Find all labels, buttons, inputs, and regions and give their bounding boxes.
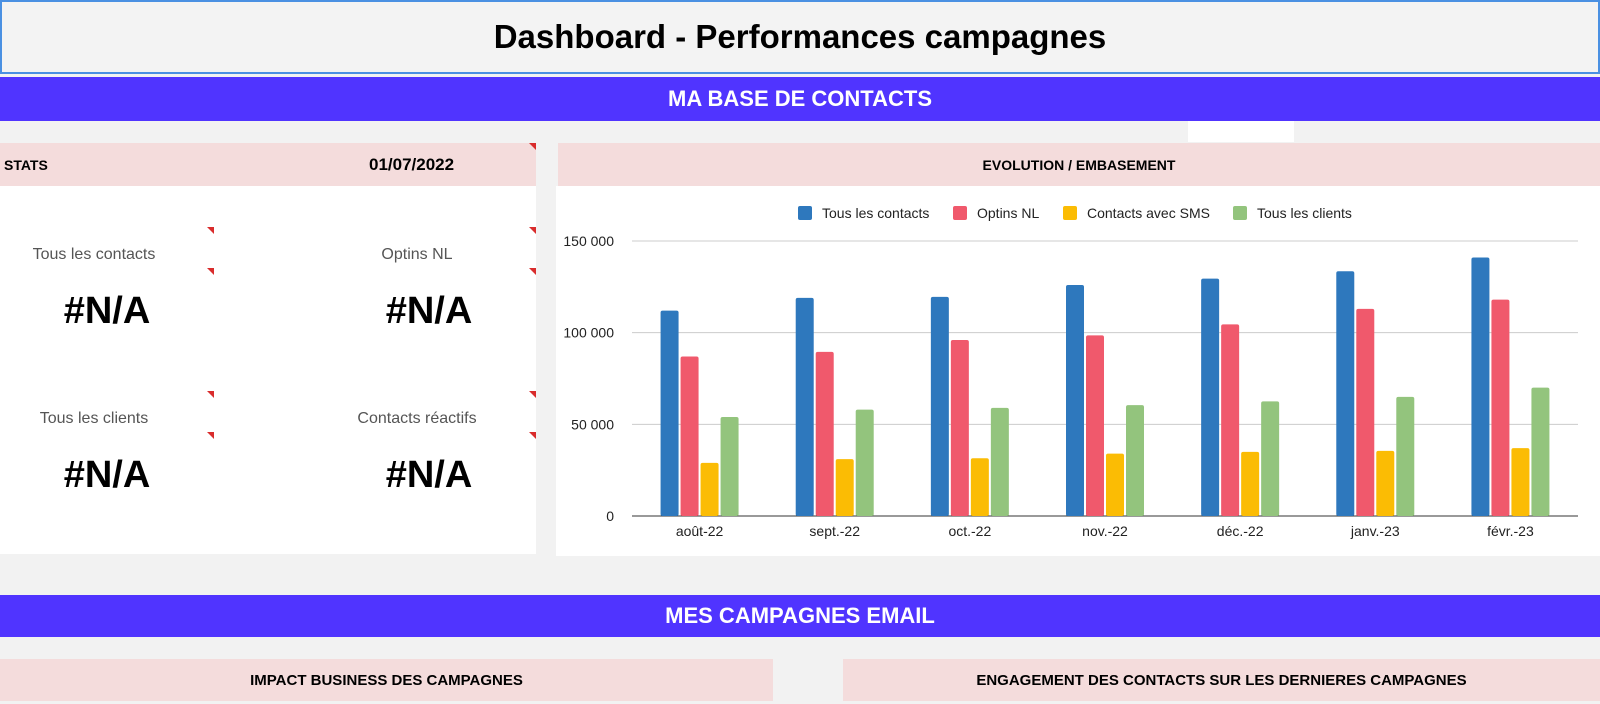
x-tick-label: janv.-23: [1350, 523, 1400, 539]
impact-header: IMPACT BUSINESS DES CAMPAGNES: [0, 659, 773, 701]
bar: [1126, 405, 1144, 516]
note-marker-icon[interactable]: [529, 268, 536, 275]
bar: [660, 310, 679, 516]
bar: [1376, 450, 1395, 516]
note-marker-icon[interactable]: [529, 143, 536, 150]
engagement-header: ENGAGEMENT DES CONTACTS SUR LES DERNIERE…: [843, 659, 1600, 701]
bar: [720, 417, 739, 516]
legend-swatch: [1063, 206, 1077, 220]
kpi-label-optins: Optins NL: [381, 246, 453, 263]
note-marker-icon[interactable]: [529, 432, 536, 439]
kpi-label-reactive: Contacts réactifs: [357, 410, 477, 427]
bar: [1511, 448, 1530, 516]
note-marker-icon[interactable]: [529, 227, 536, 234]
bar: [1221, 324, 1240, 516]
x-tick-label: déc.-22: [1217, 523, 1264, 539]
kpi-label-clients: Tous les clients: [39, 410, 149, 427]
x-tick-label: oct.-22: [948, 523, 991, 539]
bar: [680, 356, 699, 516]
kpi-value-optins[interactable]: #N/A: [385, 290, 473, 332]
bar: [970, 458, 989, 516]
note-marker-icon[interactable]: [207, 227, 214, 234]
bar: [1241, 451, 1260, 516]
legend-swatch: [1233, 206, 1247, 220]
bar: [1106, 453, 1124, 516]
kpi-label-contacts: Tous les contacts: [32, 246, 156, 263]
bar: [950, 340, 969, 516]
legend-label: Contacts avec SMS: [1087, 205, 1210, 221]
x-tick-label: févr.-23: [1487, 523, 1534, 539]
bar: [1531, 387, 1550, 516]
x-tick-label: nov.-22: [1082, 523, 1128, 539]
kpi-value-reactive[interactable]: #N/A: [385, 454, 473, 496]
legend-swatch: [953, 206, 967, 220]
bar: [1491, 299, 1510, 516]
bar: [1066, 285, 1084, 516]
x-tick-label: sept.-22: [809, 523, 860, 539]
y-tick-label: 0: [606, 508, 614, 524]
section-campaigns-band: MES CAMPAGNES EMAIL: [0, 595, 1600, 637]
note-marker-icon[interactable]: [529, 391, 536, 398]
bar: [1201, 278, 1220, 516]
dashboard-title-bar: Dashboard - Performances campagnes: [0, 0, 1600, 74]
legend-label: Tous les contacts: [822, 205, 929, 221]
bar: [930, 296, 949, 516]
bar: [1396, 396, 1415, 516]
stats-panel: Tous les contacts #N/A Optins NL #N/A To…: [0, 186, 536, 554]
bar: [1471, 257, 1490, 516]
kpi-value-clients[interactable]: #N/A: [63, 454, 151, 496]
stats-header[interactable]: STATS 01/07/2022: [0, 143, 536, 186]
legend-label: Optins NL: [977, 205, 1039, 221]
stats-label: STATS: [4, 156, 48, 173]
evolution-header: EVOLUTION / EMBASEMENT: [558, 143, 1600, 186]
bar: [815, 351, 834, 516]
legend-label: Tous les clients: [1257, 205, 1352, 221]
bar: [700, 462, 719, 516]
bar: [1336, 271, 1355, 516]
bar: [855, 409, 874, 516]
note-marker-icon[interactable]: [207, 391, 214, 398]
bar: [1356, 308, 1375, 516]
x-tick-label: août-22: [676, 523, 724, 539]
y-tick-label: 100 000: [563, 325, 614, 341]
white-tab-decoration: [1188, 121, 1294, 142]
evolution-title: EVOLUTION / EMBASEMENT: [982, 156, 1176, 173]
bar: [1261, 401, 1280, 516]
kpi-value-contacts[interactable]: #N/A: [63, 290, 151, 332]
note-marker-icon[interactable]: [207, 432, 214, 439]
evolution-chart-panel[interactable]: 0 50 000 100 000 150 000 août-22 sept.-22 oct.…: [556, 186, 1600, 556]
impact-title: IMPACT BUSINESS DES CAMPAGNES: [250, 671, 523, 689]
y-tick-label: 150 000: [563, 233, 614, 249]
bar: [990, 407, 1009, 516]
page-title: Dashboard - Performances campagnes: [493, 18, 1107, 55]
y-tick-label: 50 000: [571, 416, 614, 432]
note-marker-icon[interactable]: [207, 268, 214, 275]
bar: [835, 459, 854, 516]
legend-swatch: [798, 206, 812, 220]
bar: [1086, 335, 1104, 516]
engagement-title: ENGAGEMENT DES CONTACTS SUR LES DERNIERE…: [976, 671, 1467, 689]
evolution-bar-chart[interactable]: 0 50 000 100 000 150 000 août-22 sept.-22 oct.…: [556, 186, 1600, 556]
section-contacts-band: MA BASE DE CONTACTS: [0, 77, 1600, 121]
stats-date[interactable]: 01/07/2022: [369, 154, 455, 174]
bar: [795, 297, 814, 516]
